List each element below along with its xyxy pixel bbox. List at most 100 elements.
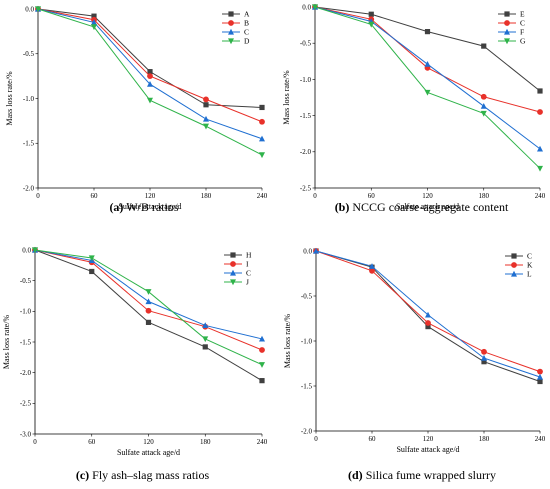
y-axis-title: Mass loss rate/%	[282, 70, 291, 125]
legend-label: B	[244, 19, 249, 28]
data-point	[425, 311, 431, 318]
legend-label: C	[520, 19, 525, 28]
legend-label: C	[527, 252, 532, 261]
x-tick-label: 180	[479, 435, 490, 443]
legend-marker	[504, 38, 510, 45]
x-tick-label: 180	[200, 438, 211, 446]
x-tick-label: 0	[36, 192, 40, 200]
y-tick-label: 0.0	[25, 5, 34, 13]
panel-label: (a)	[109, 200, 123, 214]
panel-caption: (c) Fly ash–slag mass ratios	[76, 468, 210, 482]
y-tick-label: -1.0	[20, 308, 32, 316]
chart-panel-4: 0 60 120 180 240 0.0 -0.5 -1.0 -1.5 -2.0 Sulfate a…	[283, 247, 546, 482]
y-tick-label: -0.5	[301, 292, 313, 300]
panel-label: (b)	[335, 200, 350, 214]
series-F	[312, 3, 543, 152]
data-point	[368, 11, 374, 17]
data-point	[203, 102, 209, 108]
y-tick-label: -3.0	[20, 430, 32, 438]
data-point	[91, 13, 97, 19]
legend-label: L	[527, 270, 532, 279]
legend-marker	[504, 11, 510, 17]
data-point	[202, 344, 208, 350]
data-point	[480, 102, 487, 109]
data-point	[91, 19, 97, 26]
x-tick-label: 180	[201, 192, 212, 200]
legend-marker	[504, 28, 510, 35]
panel-caption-text: Silica fume wrapped slurry	[363, 468, 496, 482]
series-line	[314, 6, 541, 150]
legend-label: C	[246, 269, 251, 278]
data-point	[259, 347, 265, 353]
x-tick-label: 240	[535, 435, 546, 443]
legend-marker	[504, 20, 510, 26]
panel-label: (c)	[76, 468, 89, 482]
data-point	[369, 267, 375, 274]
x-tick-label: 0	[314, 435, 318, 443]
panel-label: (d)	[348, 468, 363, 482]
x-tick-label: 240	[535, 192, 546, 200]
data-point	[203, 96, 209, 103]
x-tick-label: 120	[422, 192, 433, 200]
legend-marker	[230, 261, 236, 267]
y-tick-label: -0.5	[23, 50, 35, 58]
y-axis-title: Mass loss rate/%	[283, 314, 292, 369]
panel-caption: (b) NCCG coarse-aggregate content	[335, 200, 509, 214]
x-tick-label: 240	[257, 438, 268, 446]
data-point	[368, 21, 375, 28]
y-tick-label: 0.0	[302, 3, 311, 11]
data-point	[537, 165, 543, 172]
panel-caption: (a) W/B ratios	[109, 200, 178, 214]
series-C	[35, 5, 265, 142]
series-H	[32, 247, 265, 384]
panel-caption-text: W/B ratios	[123, 200, 178, 214]
x-tick-label: 60	[91, 192, 99, 200]
legend-label: C	[244, 28, 249, 37]
y-tick-label: -1.5	[300, 112, 312, 120]
series-J	[32, 247, 265, 368]
x-axis-title: Sulfate attack age/d	[117, 448, 180, 457]
y-axis-title: Mass loss rate/%	[5, 71, 14, 126]
series-E	[312, 4, 543, 94]
x-tick-label: 0	[313, 192, 317, 200]
chart-panel-3: 0 60 120 180 240 0.0 -0.5 -1.0 -1.5 -2.0 -2.5 -3.0 S…	[2, 246, 268, 482]
data-point	[259, 104, 265, 111]
legend-marker	[511, 262, 517, 268]
legend-marker	[228, 20, 234, 26]
y-tick-label: -0.5	[20, 277, 32, 285]
y-tick-label: -1.0	[301, 337, 313, 345]
data-point	[35, 6, 41, 13]
series-G	[312, 4, 543, 172]
data-point	[147, 80, 153, 87]
legend-marker	[228, 28, 234, 35]
y-tick-label: -1.0	[300, 76, 312, 84]
series-line	[314, 6, 541, 92]
y-tick-label: -2.0	[20, 369, 32, 377]
panel-caption-text: NCCG coarse-aggregate content	[349, 200, 509, 214]
x-axis-title: Sulfate attack age/d	[396, 202, 459, 211]
legend: CKL	[505, 252, 533, 279]
panel-caption: (d) Silica fume wrapped slurry	[348, 468, 496, 482]
data-point	[537, 373, 543, 380]
data-point	[425, 324, 431, 330]
data-point	[202, 322, 209, 329]
data-point	[91, 24, 97, 31]
series-L	[313, 247, 543, 380]
series-K	[313, 248, 543, 375]
data-point	[259, 135, 265, 142]
data-point	[259, 378, 265, 384]
legend-marker	[228, 38, 234, 45]
y-axis-title: Mass loss rate/%	[2, 315, 11, 370]
legend-label: A	[244, 10, 250, 19]
data-point	[145, 307, 152, 314]
data-point	[424, 29, 431, 35]
panel-caption-text: Fly ash–slag mass ratios	[89, 468, 209, 482]
data-point	[537, 378, 543, 385]
chart-panel-1: 0 60 120 180 240 0.0 -0.5 -1.0 -1.5 -2.0 Sulfate a…	[5, 5, 268, 214]
data-point	[424, 60, 431, 67]
data-point	[424, 89, 431, 96]
series-line	[315, 250, 541, 373]
data-point	[481, 354, 487, 361]
